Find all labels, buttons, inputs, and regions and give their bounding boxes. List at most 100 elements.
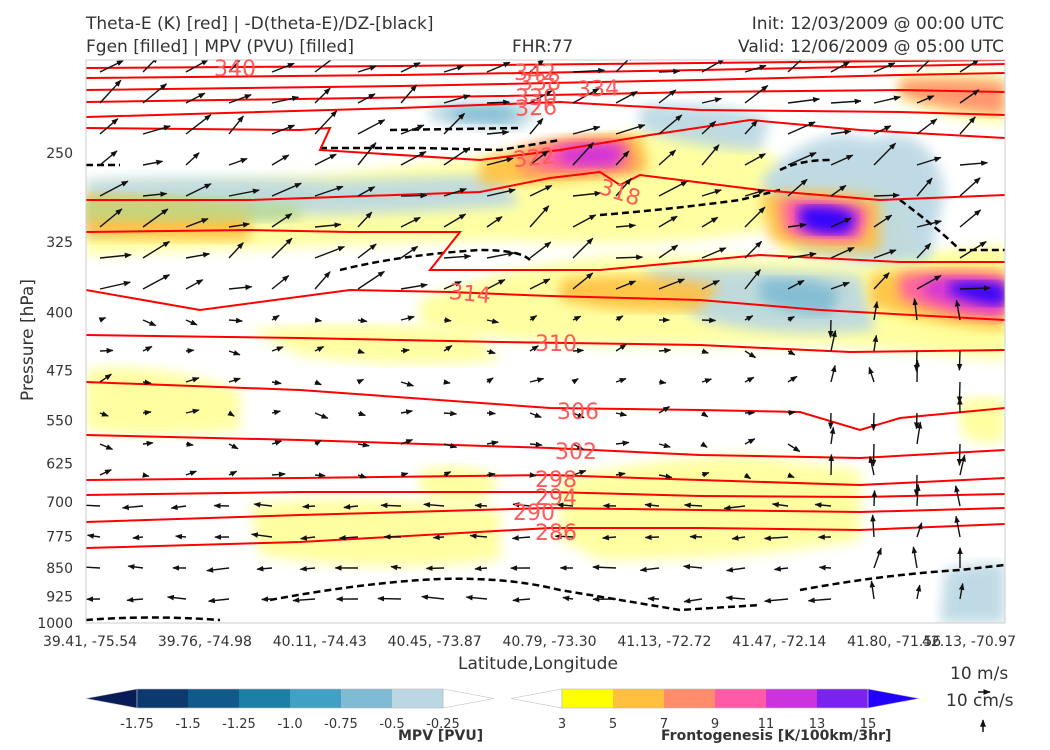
wind-vector bbox=[357, 317, 368, 324]
field-blob bbox=[900, 79, 1005, 115]
wind-vector bbox=[228, 377, 241, 383]
wind-vector bbox=[343, 504, 359, 510]
wind-vector bbox=[644, 502, 660, 509]
wind-vector bbox=[228, 443, 239, 450]
wind-vector bbox=[400, 347, 410, 354]
wind-vector bbox=[486, 99, 511, 106]
wind-vector bbox=[142, 240, 171, 259]
wind-vector bbox=[873, 547, 882, 569]
title-left-line2: Fgen [filled] | MPV (PVU) [filled] bbox=[86, 37, 355, 57]
wind-vector bbox=[98, 317, 107, 323]
wind-vector bbox=[592, 564, 617, 571]
wind-vector bbox=[271, 154, 290, 166]
wind-vector bbox=[400, 216, 421, 228]
wind-vector bbox=[723, 504, 746, 511]
x-tick-label: 41.80, -71.56 bbox=[847, 634, 941, 650]
wind-vector bbox=[744, 153, 767, 166]
dthetae-dashed-contour bbox=[599, 188, 781, 217]
wind-vector bbox=[99, 373, 112, 383]
thetae-contour-label: 286 bbox=[535, 521, 577, 546]
thetae-contour bbox=[86, 506, 1005, 523]
thetae-contour bbox=[86, 523, 1005, 549]
wind-vector bbox=[959, 241, 987, 259]
wind-vector bbox=[873, 272, 890, 290]
thetae-contour-label: 334 bbox=[577, 76, 620, 102]
wind-vectors bbox=[86, 60, 991, 604]
wind-vector bbox=[486, 318, 500, 324]
wind-vector bbox=[357, 410, 366, 417]
wind-vector bbox=[377, 595, 402, 602]
y-axis-label: Pressure [hPa] bbox=[18, 279, 38, 401]
wind-vector bbox=[658, 347, 672, 354]
thetae-contour bbox=[86, 434, 1005, 460]
wind-vector bbox=[486, 188, 516, 197]
wind-vector bbox=[827, 412, 834, 430]
wind-vector bbox=[443, 410, 458, 417]
x-axis-label: Latitude,Longitude bbox=[458, 654, 618, 674]
wind-vector bbox=[959, 177, 981, 197]
wind-vector bbox=[486, 471, 496, 478]
wind-vector bbox=[744, 350, 757, 359]
wind-vector bbox=[572, 315, 582, 322]
wind-vector bbox=[228, 222, 250, 228]
wind-scale-vertical-label: 10 cm/s bbox=[946, 691, 1014, 711]
wind-vector bbox=[142, 125, 171, 135]
wind-vector bbox=[423, 502, 445, 508]
wind-vector bbox=[683, 564, 703, 570]
wind-vector bbox=[314, 439, 322, 447]
y-tick-label: 550 bbox=[46, 413, 73, 429]
wind-vector bbox=[314, 345, 325, 352]
wind-vector bbox=[142, 83, 168, 104]
wind-vector bbox=[469, 533, 488, 539]
y-tick-label: 625 bbox=[46, 457, 73, 473]
wind-vector bbox=[443, 65, 464, 73]
wind-vector bbox=[486, 348, 496, 355]
wind-vector bbox=[873, 125, 892, 135]
wind-vector bbox=[915, 584, 922, 600]
wind-vector bbox=[744, 240, 762, 259]
dthetae-dashed-contour bbox=[779, 158, 831, 172]
wind-vector bbox=[615, 280, 637, 290]
wind-vector bbox=[390, 564, 402, 571]
wind-vector bbox=[830, 184, 847, 197]
thetae-contour bbox=[86, 473, 1005, 487]
wind-vector bbox=[261, 596, 273, 602]
wind-vector bbox=[787, 121, 816, 135]
wind-vector bbox=[357, 186, 376, 197]
wind-vector bbox=[572, 125, 601, 135]
wind-vector bbox=[868, 455, 875, 476]
wind-vector bbox=[271, 346, 284, 352]
wind-vector bbox=[185, 319, 198, 326]
wind-vector bbox=[121, 504, 144, 511]
wind-vector bbox=[658, 149, 677, 166]
field-blob bbox=[560, 276, 720, 312]
title-left-line1: Theta-E (K) [red] | -D(theta-E)/DZ-[blac… bbox=[86, 14, 434, 34]
wind-vector bbox=[250, 532, 273, 538]
wind-vector bbox=[956, 443, 963, 466]
wind-vector bbox=[773, 566, 789, 572]
fgen-colorbar-title: Frontogenesis [K/100km/3hr] bbox=[661, 728, 892, 744]
wind-vector bbox=[400, 245, 419, 259]
wind-vector bbox=[562, 595, 574, 602]
wind-vector bbox=[744, 315, 754, 322]
wind-vector bbox=[142, 208, 169, 228]
wind-vector bbox=[185, 60, 209, 73]
wind-vector bbox=[443, 188, 467, 197]
wind-vector bbox=[512, 502, 531, 508]
wind-vector bbox=[873, 300, 879, 321]
wind-vector bbox=[271, 124, 296, 135]
wind-vector bbox=[916, 118, 938, 135]
wind-vector bbox=[314, 222, 342, 228]
wind-vector bbox=[683, 502, 703, 509]
wind-vector bbox=[400, 192, 428, 199]
wind-vector bbox=[529, 345, 539, 352]
wind-vector bbox=[357, 243, 377, 259]
thetae-contour bbox=[86, 72, 1005, 91]
wind-vector bbox=[443, 442, 458, 449]
wind-vector bbox=[228, 470, 238, 477]
thetae-contour bbox=[86, 334, 1005, 354]
thetae-contour bbox=[86, 491, 1005, 499]
wind-vector bbox=[185, 348, 195, 354]
wind-vector bbox=[615, 411, 628, 417]
wind-vector bbox=[228, 188, 260, 197]
